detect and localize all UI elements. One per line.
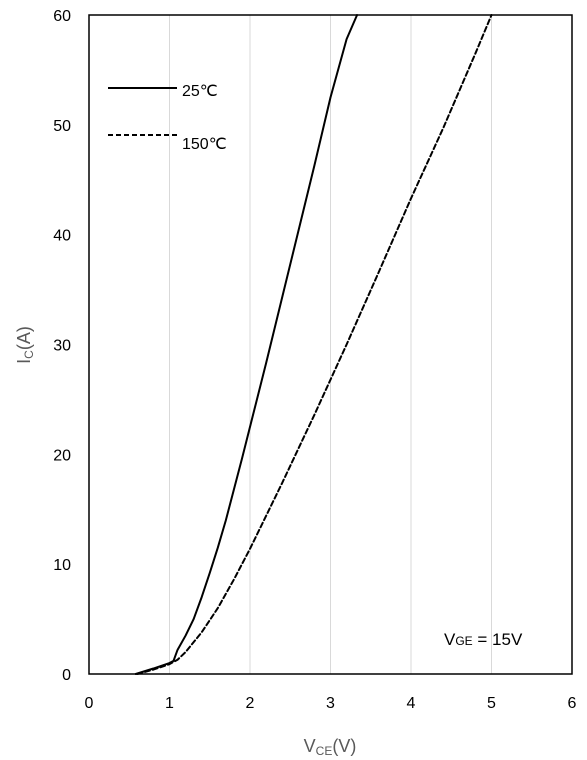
x-axis-ticks: 0 1 2 3 4 5 6 [85,695,577,712]
y-tick-label-60: 60 [53,8,71,25]
x-tick-label-2: 2 [246,695,255,712]
grid [169,15,492,674]
x-tick-label-1: 1 [165,695,174,712]
y-axis-ticks: 0 10 20 30 40 50 60 [53,8,71,684]
legend-label-150c: 150℃ [182,136,227,153]
plot-frame [88,14,573,675]
y-tick-label-10: 10 [53,557,71,574]
series-line-1 [136,14,493,675]
x-axis-title-main: V [304,736,316,756]
y-tick-label-20: 20 [53,447,71,464]
x-tick-label-5: 5 [487,695,496,712]
legend-label-25c: 25℃ [182,83,218,100]
y-axis-title-suffix: (A) [14,326,34,350]
x-tick-label-6: 6 [568,695,577,712]
annotation-vge-sub: GE [455,634,472,648]
y-tick-label-30: 30 [53,338,71,355]
annotation-vge-main: V [444,630,456,649]
y-tick-label-0: 0 [62,667,71,684]
series-layer [134,14,493,675]
y-tick-label-50: 50 [53,118,71,135]
series-line-0 [134,14,359,675]
legend: 25℃ 150℃ [108,83,227,153]
y-axis-title-main: I [14,359,34,364]
x-tick-label-3: 3 [326,695,335,712]
x-tick-label-4: 4 [407,695,416,712]
y-axis-title-sub: C [22,350,36,359]
annotation-vge: VGE = 15V [444,630,523,649]
y-axis-title: IC(A) [14,326,36,364]
x-axis-title-sub: CE [316,744,333,758]
x-axis-title: VCE(V) [304,736,357,758]
y-tick-label-40: 40 [53,228,71,245]
annotation-vge-suffix: = 15V [473,630,523,649]
x-tick-label-0: 0 [85,695,94,712]
x-axis-title-suffix: (V) [332,736,356,756]
